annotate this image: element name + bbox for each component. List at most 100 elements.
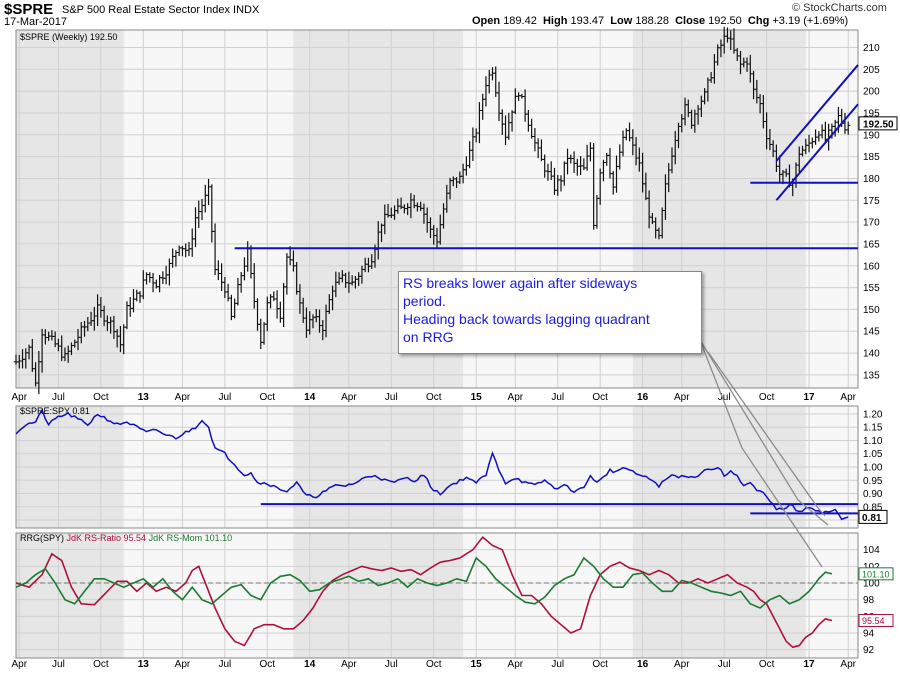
rs-ratio-line — [15, 536, 833, 649]
y-tick-label: 185 — [863, 152, 880, 163]
x-tick-label: Oct — [759, 392, 775, 403]
y-tick-label: 0.85 — [863, 502, 883, 513]
x-tick-label: Apr — [508, 392, 524, 403]
y-tick-label: 200 — [863, 87, 880, 98]
x-tick-label: Apr — [11, 392, 27, 403]
x-tick-label: Apr — [341, 392, 357, 403]
last-rs-tag: 0.81 — [858, 509, 888, 524]
rs-ratio-tag: 95.54 — [858, 614, 894, 627]
y-tick-label: 190 — [863, 130, 880, 141]
x-tick-label: 14 — [304, 659, 316, 670]
y-tick-label: 92 — [863, 645, 875, 656]
y-tick-label: 170 — [863, 218, 880, 229]
value-tag-box — [858, 614, 894, 627]
value-tag-label: 101.10 — [862, 569, 890, 579]
y-tick-label: 210 — [863, 43, 880, 54]
x-tick-label: Jul — [718, 659, 731, 670]
y-tick-label: 0.90 — [863, 489, 883, 500]
y-tick-label: 104 — [863, 545, 880, 556]
rrg-legend: RRG(SPY) JdK RS-Ratio 95.54 JdK RS-Mom 1… — [20, 533, 232, 543]
x-tick-label: 17 — [803, 392, 815, 403]
x-tick-label: Jul — [551, 392, 564, 403]
year-shade — [16, 533, 124, 658]
x-tick-label: Apr — [11, 659, 27, 670]
chg-value: +3.19 (+1.69%) — [772, 15, 849, 27]
price-bar — [846, 121, 851, 135]
y-tick-label: 205 — [863, 65, 880, 76]
price-legend: $SPRE (Weekly) 192.50 — [20, 32, 117, 42]
symbol-description: S&P 500 Real Estate Sector Index INDX — [62, 4, 260, 16]
x-tick-label: Oct — [592, 659, 608, 670]
rrg-legend-ratio: JdK RS-Ratio 95.54 — [67, 533, 149, 543]
trend-channel-upper — [775, 64, 859, 162]
x-tick-label: Oct — [260, 392, 276, 403]
x-tick-label: Oct — [592, 392, 608, 403]
stockcharts-logo: © StockCharts.com — [792, 2, 887, 14]
x-tick-label: Apr — [341, 659, 357, 670]
rs-line — [15, 408, 849, 521]
x-tick-label: Apr — [840, 392, 856, 403]
last-price-label: 192.50 — [863, 119, 894, 130]
x-tick-label: Apr — [175, 659, 191, 670]
last-price-box — [858, 116, 898, 131]
open-value: 189.42 — [503, 15, 537, 27]
annotation-line: on RRG — [403, 329, 454, 345]
x-tick-label: Oct — [260, 659, 276, 670]
last-rs-label: 0.81 — [862, 513, 882, 524]
trend-channel-lower — [775, 103, 859, 201]
x-tick-label: Jul — [551, 659, 564, 670]
x-tick-label: Jul — [385, 392, 398, 403]
close-value: 192.50 — [708, 15, 742, 27]
panel-border — [15, 532, 859, 659]
rs-momentum-tag: 101.10 — [858, 567, 894, 581]
value-tag-label: 95.54 — [862, 616, 885, 626]
x-tick-label: Jul — [385, 659, 398, 670]
x-tick-label: Jul — [218, 392, 231, 403]
x-tick-label: Jul — [218, 659, 231, 670]
y-tick-label: 180 — [863, 174, 880, 185]
y-tick-label: 0.95 — [863, 476, 883, 487]
y-tick-label: 1.15 — [863, 423, 883, 434]
y-tick-label: 94 — [863, 629, 875, 640]
x-tick-label: Jul — [52, 659, 65, 670]
chg-label: Chg — [747, 15, 770, 27]
x-tick-label: 14 — [304, 392, 316, 403]
y-tick-label: 1.05 — [863, 449, 883, 460]
symbol-title: $SPRE — [4, 1, 54, 18]
y-tick-label: 150 — [863, 305, 880, 316]
rrg-legend-title: RRG(SPY) — [20, 533, 67, 543]
annotation-pointer — [699, 339, 823, 568]
y-tick-label: 135 — [863, 370, 880, 381]
x-tick-label: 15 — [471, 392, 483, 403]
x-tick-label: 16 — [637, 659, 649, 670]
y-tick-label: 145 — [863, 327, 880, 338]
year-shade — [16, 30, 124, 388]
y-tick-label: 98 — [863, 595, 875, 606]
x-tick-label: Oct — [759, 659, 775, 670]
x-tick-label: Apr — [674, 659, 690, 670]
year-shade — [632, 533, 806, 658]
close-label: Close — [675, 15, 706, 27]
y-tick-label: 1.10 — [863, 436, 883, 447]
x-tick-label: 13 — [138, 392, 150, 403]
x-tick-label: Apr — [508, 659, 524, 670]
rs-momentum-line — [15, 556, 833, 609]
y-tick-label: 100 — [863, 579, 880, 590]
chart-date: 17-Mar-2017 — [4, 16, 67, 28]
high-value: 193.47 — [570, 15, 605, 27]
annotation-line: period. — [403, 293, 446, 309]
low-value: 188.28 — [635, 15, 669, 27]
x-tick-label: Oct — [93, 659, 109, 670]
y-tick-label: 160 — [863, 261, 880, 272]
open-label: Open — [472, 15, 501, 27]
panel-border — [15, 29, 859, 389]
annotation-line: RS breaks lower again after sideways — [403, 275, 638, 291]
x-tick-label: 13 — [138, 659, 150, 670]
y-tick-label: 155 — [863, 283, 880, 294]
y-tick-label: 195 — [863, 108, 880, 119]
y-tick-label: 140 — [863, 349, 880, 360]
year-shade — [293, 533, 464, 658]
annotation-box: RS breaks lower again after sideways per… — [398, 271, 702, 354]
last-rs-box — [858, 509, 888, 524]
